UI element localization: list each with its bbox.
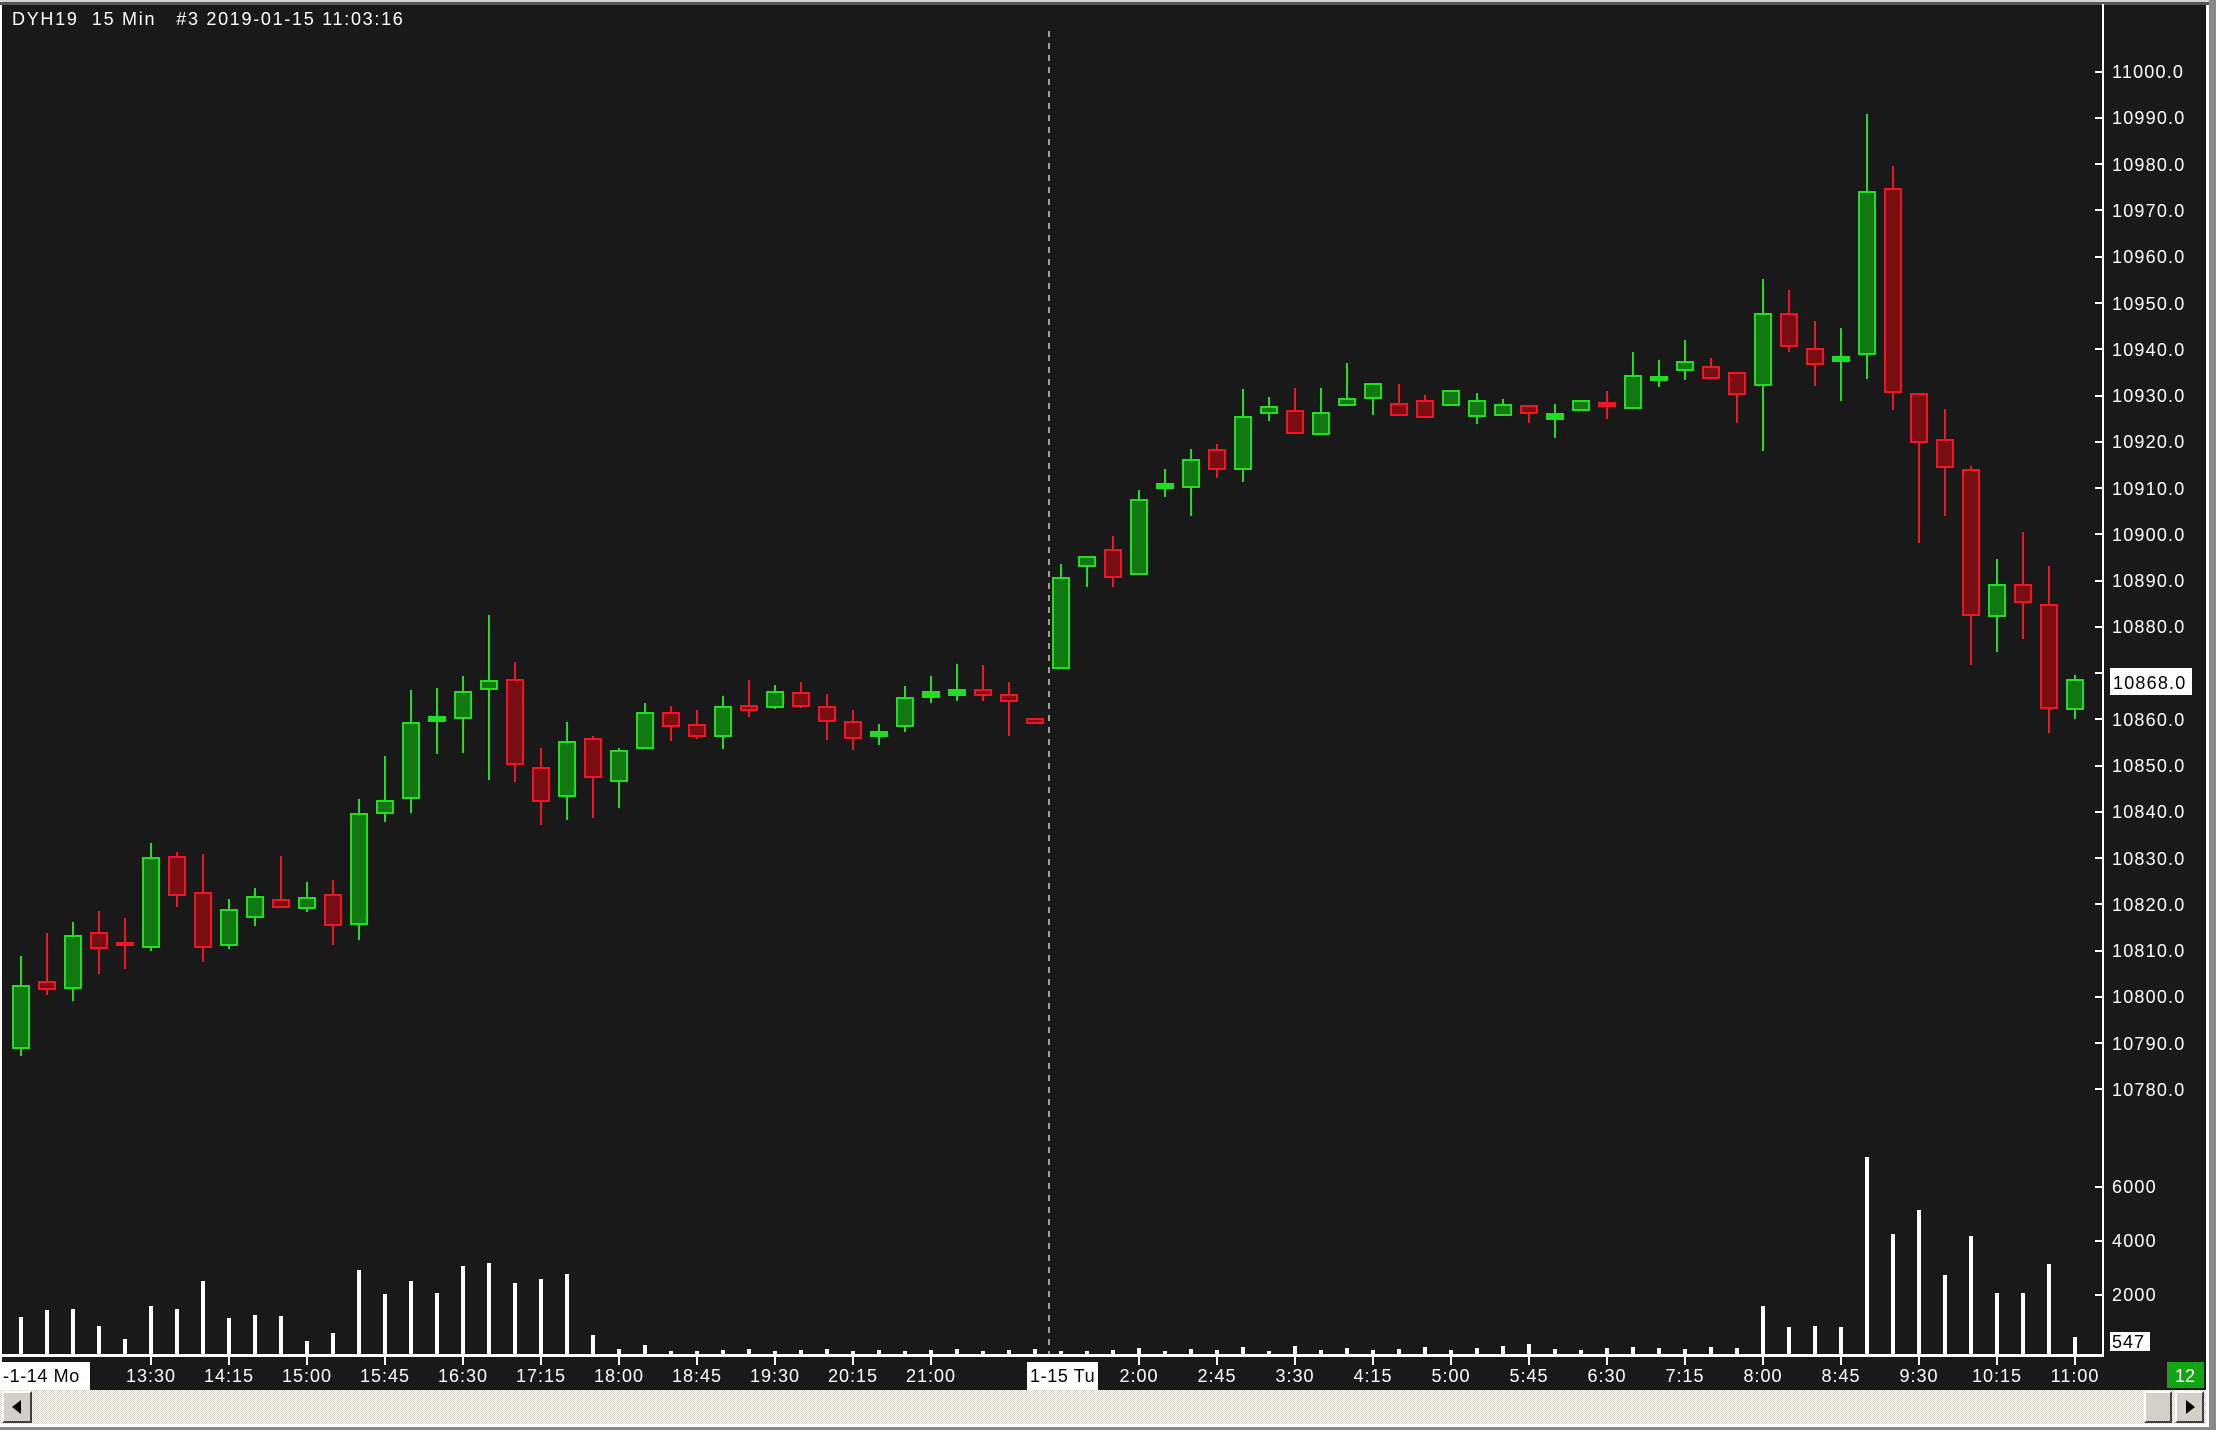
svg-text:17:15: 17:15 (516, 1366, 566, 1386)
svg-text:10868.0: 10868.0 (2113, 673, 2186, 693)
svg-text:10930.0: 10930.0 (2112, 386, 2185, 406)
svg-text:6:30: 6:30 (1587, 1366, 1626, 1386)
svg-text:1-15 Tu: 1-15 Tu (1030, 1366, 1095, 1386)
svg-text:10850.0: 10850.0 (2112, 756, 2185, 776)
svg-text:2:45: 2:45 (1197, 1366, 1236, 1386)
svg-text:10970.0: 10970.0 (2112, 201, 2185, 221)
svg-text:18:45: 18:45 (672, 1366, 722, 1386)
svg-text:10990.0: 10990.0 (2112, 108, 2185, 128)
svg-text:10950.0: 10950.0 (2112, 294, 2185, 314)
svg-text:8:00: 8:00 (1743, 1366, 1782, 1386)
svg-text:10940.0: 10940.0 (2112, 340, 2185, 360)
svg-text:18:00: 18:00 (594, 1366, 644, 1386)
svg-text:547: 547 (2112, 1332, 2145, 1352)
svg-text:5:00: 5:00 (1431, 1366, 1470, 1386)
svg-text:4:15: 4:15 (1353, 1366, 1392, 1386)
svg-text:10880.0: 10880.0 (2112, 617, 2185, 637)
svg-text:10810.0: 10810.0 (2112, 941, 2185, 961)
svg-text:10910.0: 10910.0 (2112, 479, 2185, 499)
svg-text:4000: 4000 (2112, 1231, 2157, 1251)
svg-text:10:15: 10:15 (1972, 1366, 2022, 1386)
svg-text:11:00: 11:00 (2051, 1366, 2100, 1386)
svg-text:5:45: 5:45 (1509, 1366, 1548, 1386)
svg-text:15:45: 15:45 (360, 1366, 410, 1386)
svg-text:10980.0: 10980.0 (2112, 155, 2185, 175)
svg-text:-1-14 Mo: -1-14 Mo (3, 1366, 80, 1386)
svg-text:11000.0: 11000.0 (2112, 62, 2184, 82)
svg-text:2:00: 2:00 (1119, 1366, 1158, 1386)
svg-text:15:00: 15:00 (282, 1366, 332, 1386)
svg-text:14:15: 14:15 (204, 1366, 254, 1386)
svg-text:13:30: 13:30 (126, 1366, 176, 1386)
svg-text:16:30: 16:30 (438, 1366, 488, 1386)
svg-text:3:30: 3:30 (1275, 1366, 1314, 1386)
svg-text:20:15: 20:15 (828, 1366, 878, 1386)
svg-text:10900.0: 10900.0 (2112, 525, 2185, 545)
svg-text:10790.0: 10790.0 (2112, 1034, 2185, 1054)
svg-text:10820.0: 10820.0 (2112, 895, 2185, 915)
svg-text:9:30: 9:30 (1899, 1366, 1938, 1386)
svg-text:12: 12 (2175, 1366, 2195, 1386)
svg-text:21:00: 21:00 (906, 1366, 956, 1386)
svg-text:7:15: 7:15 (1665, 1366, 1704, 1386)
svg-text:10830.0: 10830.0 (2112, 849, 2185, 869)
svg-text:10960.0: 10960.0 (2112, 247, 2185, 267)
svg-text:10890.0: 10890.0 (2112, 571, 2185, 591)
svg-text:DYH19 15 Min #3 2019-01-15: DYH19 15 Min #3 2019-01-15 11:03:16 (12, 9, 405, 29)
svg-text:10780.0: 10780.0 (2112, 1080, 2185, 1100)
svg-text:8:45: 8:45 (1821, 1366, 1860, 1386)
svg-text:10860.0: 10860.0 (2112, 710, 2185, 730)
svg-text:19:30: 19:30 (750, 1366, 800, 1386)
svg-text:10800.0: 10800.0 (2112, 987, 2185, 1007)
svg-text:10920.0: 10920.0 (2112, 432, 2185, 452)
svg-text:2000: 2000 (2112, 1285, 2157, 1305)
svg-text:6000: 6000 (2112, 1177, 2157, 1197)
svg-text:10840.0: 10840.0 (2112, 802, 2185, 822)
